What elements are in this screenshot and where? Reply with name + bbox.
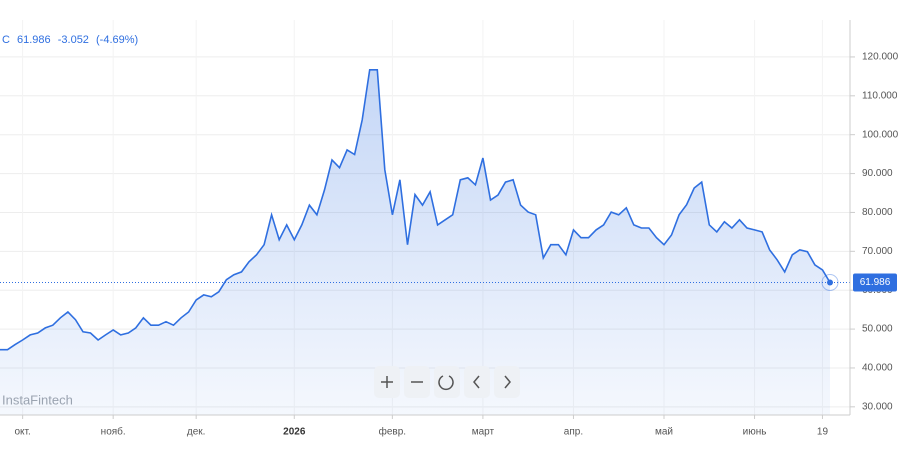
change-pct: (-4.69%) [96,34,138,46]
reset-icon [438,375,454,391]
reset-button[interactable] [434,366,460,398]
line [0,69,831,351]
x-tick-label: май [655,427,673,438]
last-price: 61.986 [17,34,51,46]
scroll-right-icon [504,375,511,389]
scroll-left-button[interactable] [464,366,490,398]
zoom-in-icon [381,376,393,388]
x-tick-label: дек. [187,427,206,438]
x-tick-label: 2026 [283,427,306,438]
y-tick-label: 40.000 [862,363,893,374]
last-price-tag [853,273,897,292]
x-tick-label: нояб. [101,426,126,438]
header: C 61.986 -3.052 (-4.69%) [2,34,138,46]
area [0,69,830,416]
y-tick-label: 100.000 [862,129,899,140]
toolbar [374,366,520,398]
x-tick-label: февр. [379,426,406,438]
y-tick-label: 90.000 [862,168,893,179]
y-tick-label: 70.000 [862,246,893,257]
x-tick-label: июнь [743,427,767,438]
scroll-right-button[interactable] [494,366,520,398]
y-tick-label: 110.000 [862,90,898,101]
y-tick-label: 30.000 [862,401,893,412]
x-tick-label: 19 [817,427,829,438]
y-tick-label: 80.000 [862,207,893,218]
y-tick-label: 120.000 [862,52,899,63]
y-tick-label: 50.000 [862,324,893,335]
x-tick-label: апр. [564,427,583,438]
plot [0,69,850,416]
scroll-left-icon [473,375,480,389]
symbol: C [2,34,10,46]
last-point-halo [821,273,839,291]
last-price-label: 61.986 [860,277,891,288]
watermark: InstaFintech [2,392,73,407]
x-tick-label: март [472,427,495,438]
x-tick-label: окт. [14,427,30,438]
change: -3.052 [58,34,89,46]
last-point [827,279,833,286]
